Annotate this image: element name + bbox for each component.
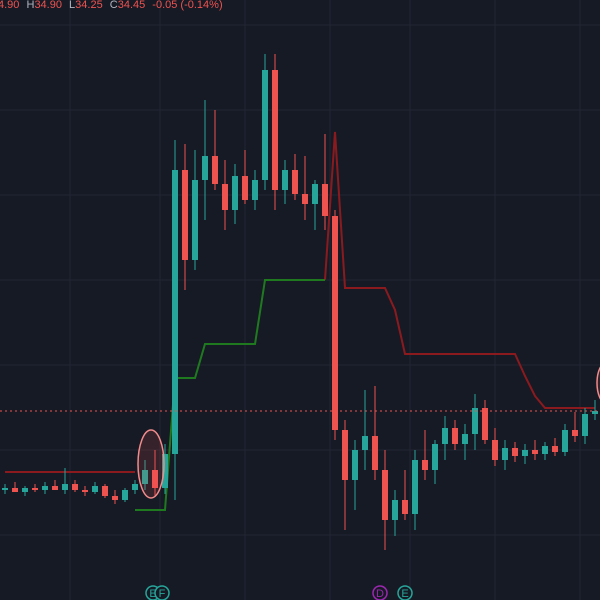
- candle-body: [212, 156, 218, 184]
- close-label: C: [110, 0, 118, 11]
- candle-body: [282, 170, 288, 190]
- candle-body: [132, 484, 138, 490]
- candle-body: [222, 184, 228, 210]
- event-label: D: [376, 588, 384, 600]
- candle-body: [402, 500, 408, 514]
- candle-body: [122, 490, 128, 500]
- candle-body: [32, 488, 38, 490]
- candle-body: [352, 450, 358, 480]
- candle-body: [152, 470, 158, 488]
- candle-body: [572, 430, 578, 436]
- change: -0.05 (-0.14%): [152, 0, 222, 11]
- candle-body: [312, 184, 318, 204]
- low-value: 34.25: [75, 0, 103, 11]
- candle-body: [342, 430, 348, 480]
- candle-body: [172, 170, 178, 454]
- event-badge: [397, 585, 413, 600]
- candle-body: [82, 490, 88, 492]
- legend-ohlc: 4.90 H34.90 L34.25 C34.45 -0.05 (-0.14%): [0, 0, 223, 11]
- candle-body: [42, 486, 48, 490]
- candle-body: [532, 450, 538, 454]
- candle-body: [492, 440, 498, 460]
- candle-body: [542, 446, 548, 454]
- high-value: 34.90: [34, 0, 62, 11]
- candle-body: [592, 411, 598, 414]
- candle-body: [322, 184, 328, 216]
- candle-body: [182, 170, 188, 260]
- candle-body: [522, 450, 528, 456]
- event-label: F: [159, 588, 166, 600]
- candle-body: [552, 446, 558, 452]
- candle-body: [252, 180, 258, 200]
- candle-body: [2, 488, 8, 490]
- candle-body: [232, 176, 238, 210]
- candle-body: [202, 156, 208, 180]
- event-label: E: [149, 588, 156, 600]
- candle-body: [462, 434, 468, 444]
- close-value: 34.45: [118, 0, 146, 11]
- candle-body: [292, 170, 298, 194]
- event-label: E: [401, 588, 408, 600]
- candle-body: [582, 414, 588, 436]
- highlight: [596, 366, 600, 400]
- candle-body: [242, 176, 248, 200]
- candle-body: [22, 488, 28, 492]
- candle-body: [262, 70, 268, 180]
- low-label: L: [69, 0, 75, 11]
- candle-body: [72, 484, 78, 490]
- candle-body: [192, 180, 198, 260]
- highlight: [137, 429, 165, 499]
- candle-body: [272, 70, 278, 190]
- candle-body: [452, 428, 458, 444]
- trail-line: [324, 131, 595, 409]
- high-label: H: [26, 0, 34, 11]
- candle-body: [422, 460, 428, 470]
- candle-body: [112, 496, 118, 500]
- candle-body: [472, 408, 478, 434]
- candle-body: [412, 460, 418, 514]
- candle-body: [382, 470, 388, 520]
- candle-body: [302, 194, 308, 204]
- candle-body: [62, 484, 68, 490]
- candle-body: [332, 216, 338, 430]
- event-badge: [372, 585, 388, 600]
- candle-body: [482, 408, 488, 440]
- open-value: 4.90: [0, 0, 19, 11]
- candle-body: [102, 486, 108, 496]
- candle-body: [92, 486, 98, 492]
- candle-body: [442, 428, 448, 444]
- candle-body: [362, 436, 368, 450]
- candle-body: [502, 448, 508, 460]
- candle-body: [512, 448, 518, 456]
- candle-body: [52, 486, 58, 490]
- candle-body: [12, 488, 18, 492]
- candle-body: [162, 454, 168, 488]
- candle-body: [372, 436, 378, 470]
- candle-body: [142, 470, 148, 484]
- candle-body: [562, 430, 568, 452]
- candle-body: [392, 500, 398, 520]
- candle-body: [432, 444, 438, 470]
- event-badge: [154, 585, 170, 600]
